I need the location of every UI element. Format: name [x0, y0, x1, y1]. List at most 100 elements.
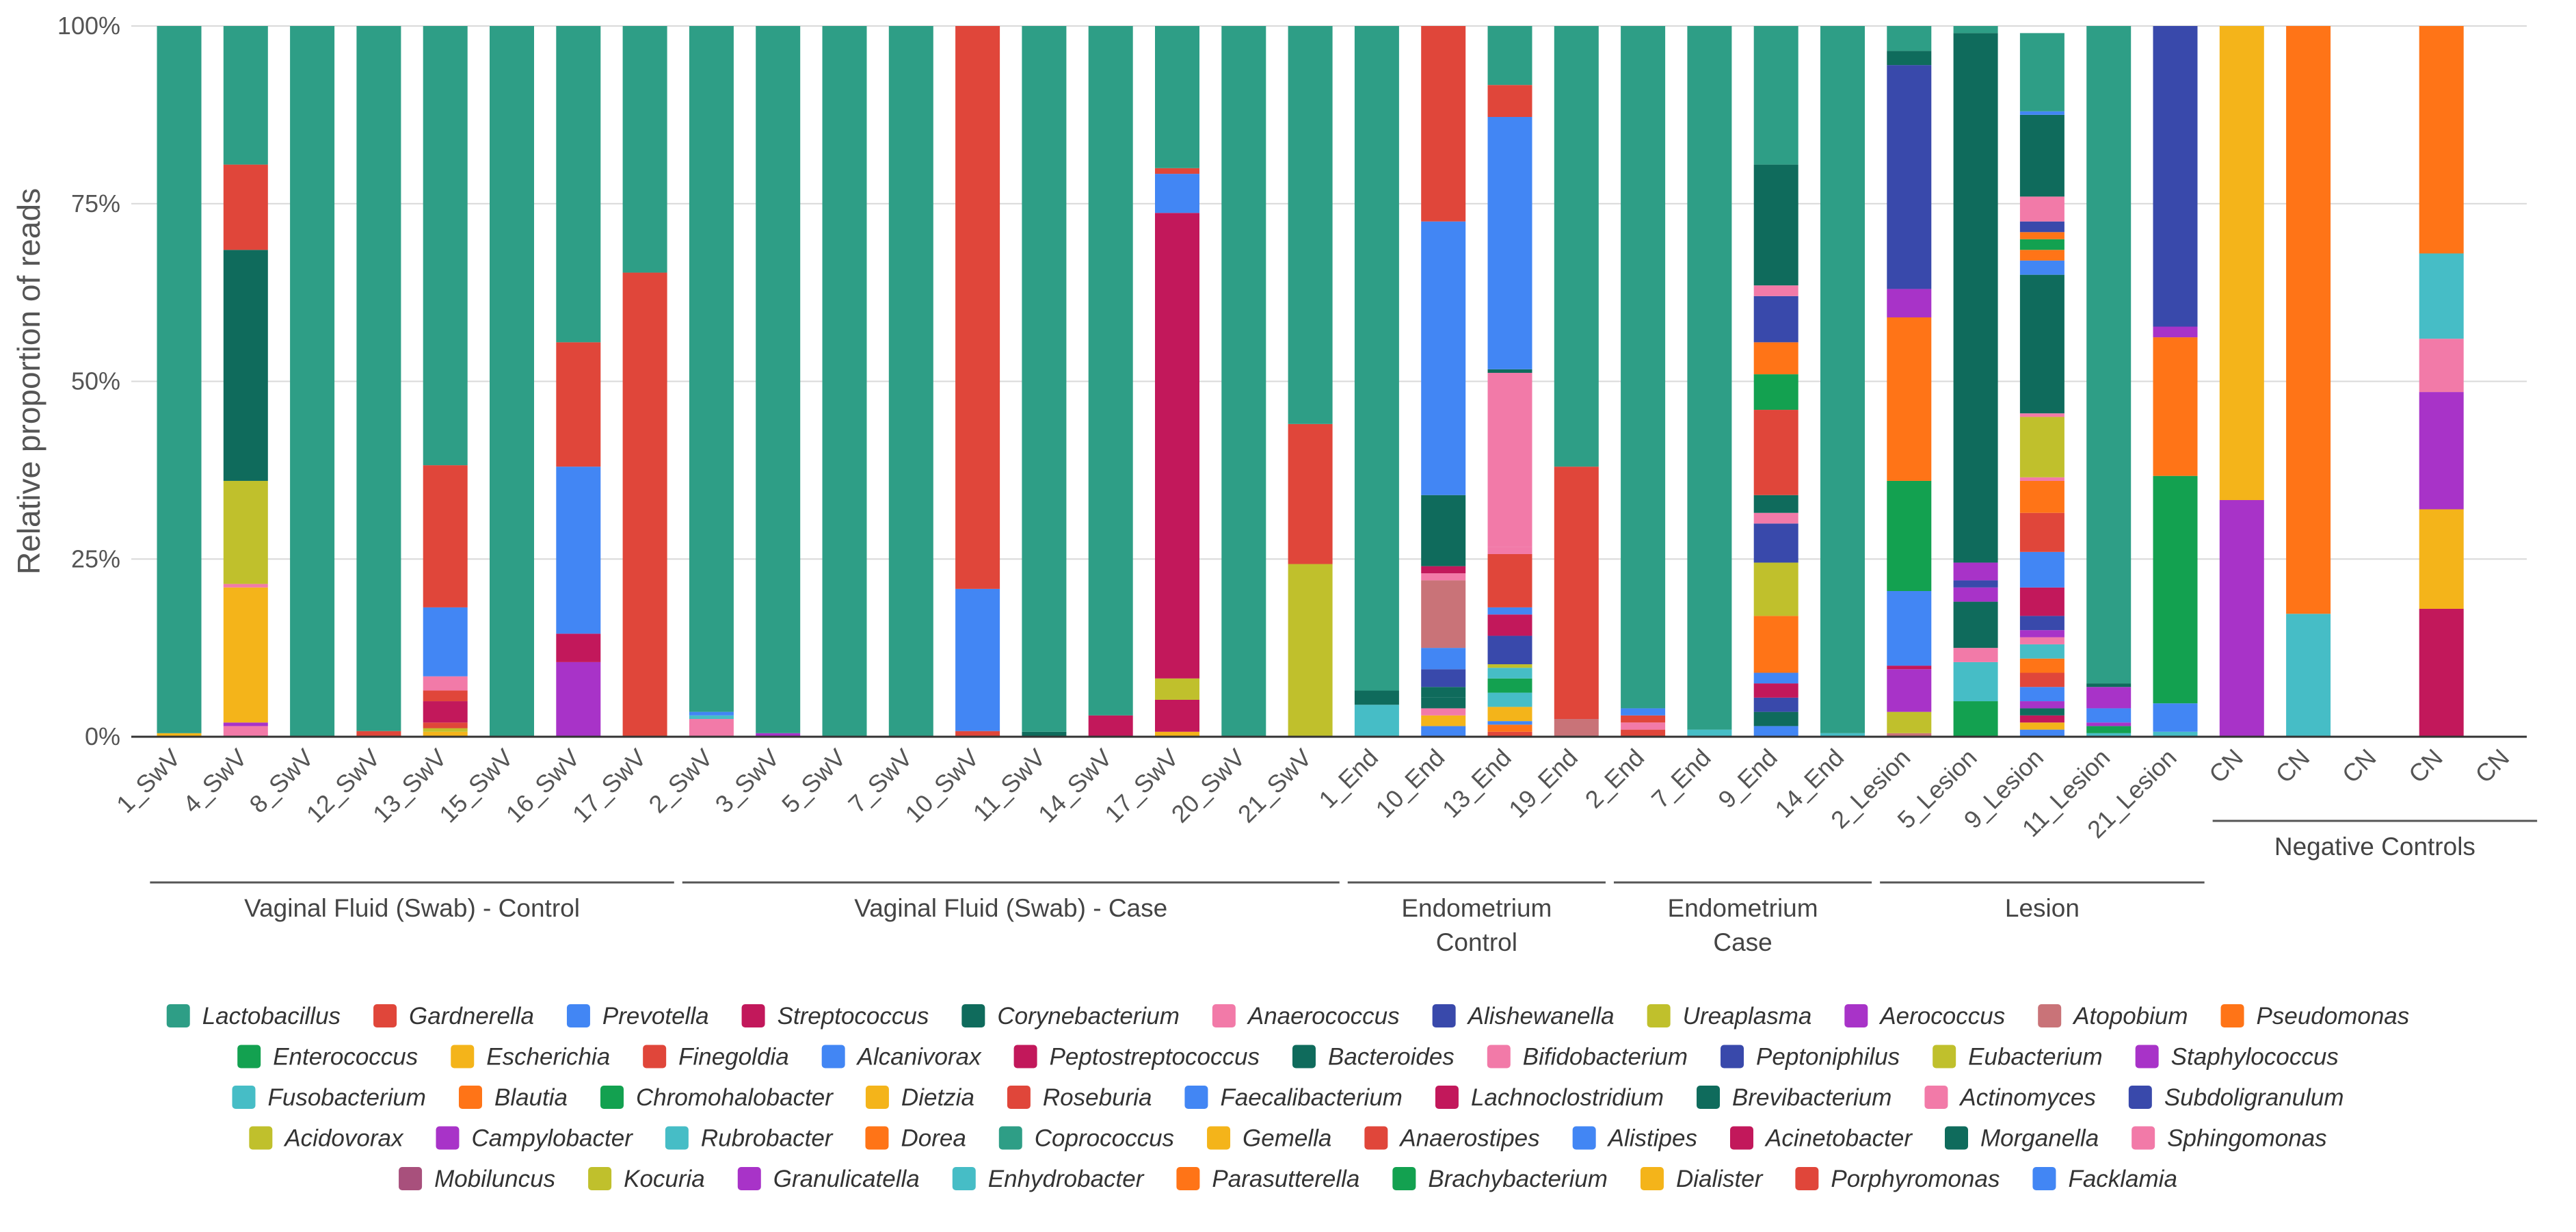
- legend-item-kocuria[interactable]: Kocuria: [588, 1166, 705, 1192]
- legend-item-eubacterium[interactable]: Eubacterium: [1933, 1044, 2103, 1071]
- legend-item-finegoldia[interactable]: Finegoldia: [643, 1044, 789, 1071]
- segment-anaerococcus: [2019, 413, 2064, 417]
- segment-anaerococcus: [1753, 285, 1798, 296]
- legend-item-morganella[interactable]: Morganella: [1945, 1125, 2099, 1152]
- legend-item-bacteroides[interactable]: Bacteroides: [1292, 1044, 1455, 1071]
- legend-label: Lachnoclostridium: [1471, 1084, 1664, 1111]
- legend-swatch: [373, 1004, 397, 1027]
- segment-gardnerella: [1487, 553, 1532, 607]
- segment-streptococcus: [1088, 715, 1133, 737]
- legend-item-aerococcus[interactable]: Aerococcus: [1844, 1003, 2005, 1030]
- legend-swatch: [1013, 1045, 1037, 1069]
- segment-lactobacillus: [223, 26, 268, 165]
- legend-swatch: [1795, 1167, 1819, 1190]
- segment-streptococcus: [2019, 715, 2064, 723]
- group-label-endometrium-control: Endometrium Control: [1401, 894, 1552, 956]
- x-tick-label: 4_SwV: [177, 744, 252, 819]
- legend-swatch: [600, 1086, 624, 1109]
- y-tick-label: 50%: [71, 367, 120, 395]
- legend-item-blautia[interactable]: Blautia: [458, 1084, 568, 1111]
- legend-item-rubrobacter[interactable]: Rubrobacter: [665, 1125, 834, 1152]
- group-label-line: Lesion: [2005, 894, 2080, 922]
- legend-item-gardnerella[interactable]: Gardnerella: [373, 1003, 534, 1030]
- legend-item-brevibacterium[interactable]: Brevibacterium: [1697, 1084, 1891, 1111]
- legend-item-anaerostipes[interactable]: Anaerostipes: [1364, 1125, 1540, 1152]
- legend-item-streptococcus[interactable]: Streptococcus: [741, 1003, 929, 1030]
- legend-swatch: [1721, 1045, 1744, 1069]
- legend-item-enhydrobacter[interactable]: Enhydrobacter: [952, 1166, 1145, 1192]
- legend-item-sphingomonas[interactable]: Sphingomonas: [2132, 1125, 2327, 1152]
- legend-item-mobiluncus[interactable]: Mobiluncus: [399, 1166, 555, 1192]
- legend-swatch: [737, 1167, 761, 1190]
- legend-item-staphylococcus[interactable]: Staphylococcus: [2135, 1044, 2339, 1071]
- legend-item-anaerococcus[interactable]: Anaerococcus: [1212, 1003, 1400, 1030]
- legend-item-parasutterella[interactable]: Parasutterella: [1176, 1166, 1359, 1192]
- bar-13-10-swv: [955, 26, 1000, 737]
- legend-item-peptoniphilus[interactable]: Peptoniphilus: [1721, 1044, 1900, 1071]
- legend-item-subdoligranulum[interactable]: Subdoligranulum: [2128, 1084, 2344, 1111]
- group-layer: Vaginal Fluid (Swab) - Control Vaginal Fl…: [150, 820, 2538, 956]
- legend-item-gemella[interactable]: Gemella: [1207, 1125, 1331, 1152]
- segment-gardnerella: [356, 731, 401, 737]
- segment-lactobacillus: [1887, 26, 1932, 51]
- segment-corynebacterium: [1953, 33, 1998, 563]
- segment-pseudomonas: [2019, 250, 2064, 261]
- legend-item-lactobacillus[interactable]: Lactobacillus: [166, 1003, 341, 1030]
- legend-item-enterococcus[interactable]: Enterococcus: [237, 1044, 418, 1071]
- legend-item-actinomyces[interactable]: Actinomyces: [1924, 1084, 2096, 1111]
- legend-item-roseburia[interactable]: Roseburia: [1007, 1084, 1152, 1111]
- legend-item-bifidobacterium[interactable]: Bifidobacterium: [1487, 1044, 1688, 1071]
- segment-corynebacterium: [2086, 683, 2132, 687]
- segment-escherichia: [223, 587, 268, 723]
- legend-label: Fusobacterium: [267, 1084, 425, 1111]
- segment-gardnerella: [223, 164, 268, 250]
- segment-anaerococcus: [1621, 722, 1666, 730]
- legend-item-alishewanella[interactable]: Alishewanella: [1432, 1003, 1615, 1030]
- legend-item-dorea[interactable]: Dorea: [865, 1125, 966, 1152]
- legend-item-porphyromonas[interactable]: Porphyromonas: [1795, 1166, 2000, 1192]
- legend-item-peptostreptococcus[interactable]: Peptostreptococcus: [1013, 1044, 1260, 1071]
- legend-item-escherichia[interactable]: Escherichia: [451, 1044, 610, 1071]
- segment-anaerococcus: [223, 584, 268, 588]
- legend-item-corynebacterium[interactable]: Corynebacterium: [961, 1003, 1180, 1030]
- segment-lactobacillus: [1354, 26, 1399, 691]
- segment-gardnerella: [955, 26, 1000, 589]
- segment-gardnerella: [1753, 410, 1798, 495]
- legend-item-facklamia[interactable]: Facklamia: [2032, 1166, 2177, 1192]
- legend-item-campylobacter[interactable]: Campylobacter: [436, 1125, 633, 1152]
- legend-item-acinetobacter[interactable]: Acinetobacter: [1729, 1125, 1913, 1152]
- legend-swatch: [1844, 1004, 1868, 1027]
- segment-enterococcus: [1753, 374, 1798, 410]
- segment-blautia: [1487, 724, 1532, 732]
- legend-item-faecalibacterium[interactable]: Faecalibacterium: [1184, 1084, 1403, 1111]
- legend-item-granulicatella[interactable]: Granulicatella: [737, 1166, 920, 1192]
- legend-item-pseudomonas[interactable]: Pseudomonas: [2220, 1003, 2410, 1030]
- legend-swatch: [865, 1126, 889, 1150]
- legend-item-prevotella[interactable]: Prevotella: [566, 1003, 709, 1030]
- legend-item-fusobacterium[interactable]: Fusobacterium: [232, 1084, 426, 1111]
- legend-item-alcanivorax[interactable]: Alcanivorax: [821, 1044, 982, 1071]
- legend-item-brachybacterium[interactable]: Brachybacterium: [1392, 1166, 1608, 1192]
- legend-item-lachnoclostridium[interactable]: Lachnoclostridium: [1435, 1084, 1664, 1111]
- legend-item-alistipes[interactable]: Alistipes: [1572, 1125, 1697, 1152]
- x-tick-label: CN: [2337, 744, 2382, 789]
- legend-item-coprococcus[interactable]: Coprococcus: [998, 1125, 1174, 1152]
- segment-anaerococcus: [1421, 573, 1466, 581]
- bar-20-10-end: [1421, 26, 1466, 737]
- legend-item-dialister[interactable]: Dialister: [1640, 1166, 1764, 1192]
- legend-item-atopobium[interactable]: Atopobium: [2038, 1003, 2188, 1030]
- segment-pseudomonas: [1753, 616, 1798, 673]
- legend-item-ureaplasma[interactable]: Ureaplasma: [1647, 1003, 1812, 1030]
- bar-6-15-swv: [490, 26, 534, 737]
- segment-lactobacillus: [1487, 26, 1532, 86]
- x-tick-label: 21_SwV: [1232, 744, 1317, 828]
- legend-item-dietzia[interactable]: Dietzia: [865, 1084, 974, 1111]
- segment-gardnerella: [1621, 729, 1666, 737]
- segment-corynebacterium: [1487, 369, 1532, 373]
- segment-lactobacillus: [1687, 26, 1732, 730]
- legend-item-chromohalobacter[interactable]: Chromohalobacter: [600, 1084, 834, 1111]
- legend-label: Gardnerella: [409, 1003, 534, 1030]
- legend-item-acidovorax[interactable]: Acidovorax: [249, 1125, 404, 1152]
